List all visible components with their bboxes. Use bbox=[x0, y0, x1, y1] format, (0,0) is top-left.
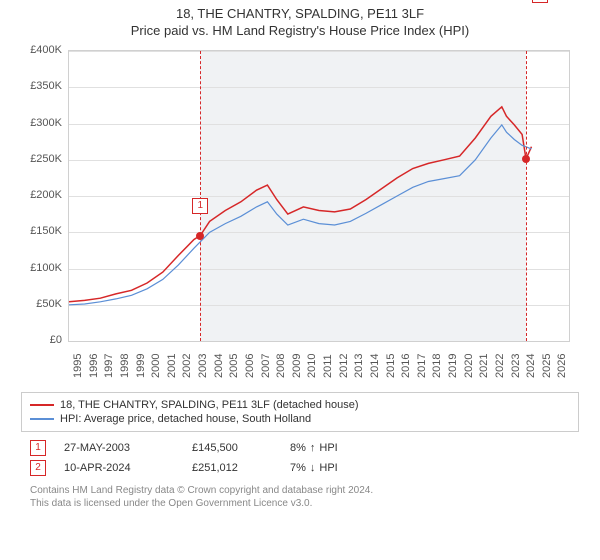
legend-swatch bbox=[30, 404, 54, 406]
diff-vs: HPI bbox=[319, 442, 337, 454]
x-tick-label: 2002 bbox=[181, 354, 193, 378]
sale-marker-dot bbox=[196, 232, 204, 240]
x-tick-label: 1997 bbox=[103, 354, 115, 378]
x-tick-label: 2024 bbox=[525, 354, 537, 378]
diff-pct: 7% bbox=[290, 462, 306, 474]
x-tick-label: 2003 bbox=[197, 354, 209, 378]
transaction-price: £251,012 bbox=[192, 462, 272, 474]
legend-swatch bbox=[30, 418, 54, 420]
plot-area: 12 bbox=[68, 50, 570, 342]
footer-line2: This data is licensed under the Open Gov… bbox=[30, 497, 570, 510]
y-tick-label: £200K bbox=[30, 189, 62, 201]
legend-item: 18, THE CHANTRY, SPALDING, PE11 3LF (det… bbox=[30, 399, 570, 411]
series-property bbox=[69, 107, 532, 302]
footer-line1: Contains HM Land Registry data © Crown c… bbox=[30, 484, 570, 497]
legend-label: 18, THE CHANTRY, SPALDING, PE11 3LF (det… bbox=[60, 399, 359, 411]
y-tick-label: £300K bbox=[30, 117, 62, 129]
transaction-row: 1 27-MAY-2003 £145,500 8% ↑ HPI bbox=[30, 440, 570, 456]
y-tick-label: £0 bbox=[50, 334, 62, 346]
x-tick-label: 2006 bbox=[244, 354, 256, 378]
x-tick-label: 2009 bbox=[291, 354, 303, 378]
transaction-date: 10-APR-2024 bbox=[64, 462, 174, 474]
y-tick-label: £50K bbox=[36, 298, 62, 310]
y-tick-label: £100K bbox=[30, 262, 62, 274]
x-tick-label: 2021 bbox=[478, 354, 490, 378]
x-tick-label: 2017 bbox=[416, 354, 428, 378]
diff-pct: 8% bbox=[290, 442, 306, 454]
sale-marker-dot bbox=[522, 155, 530, 163]
sale-date-line bbox=[200, 51, 201, 341]
x-tick-label: 2000 bbox=[150, 354, 162, 378]
x-tick-label: 1998 bbox=[119, 354, 131, 378]
diff-vs: HPI bbox=[319, 462, 337, 474]
x-tick-label: 2013 bbox=[353, 354, 365, 378]
y-tick-label: £250K bbox=[30, 153, 62, 165]
sale-date-line bbox=[526, 51, 527, 341]
x-tick-label: 2025 bbox=[541, 354, 553, 378]
x-tick-label: 1999 bbox=[135, 354, 147, 378]
transaction-date: 27-MAY-2003 bbox=[64, 442, 174, 454]
legend-label: HPI: Average price, detached house, Sout… bbox=[60, 413, 311, 425]
legend-item: HPI: Average price, detached house, Sout… bbox=[30, 413, 570, 425]
x-tick-label: 2005 bbox=[228, 354, 240, 378]
transaction-number: 1 bbox=[30, 440, 46, 456]
y-tick-label: £150K bbox=[30, 225, 62, 237]
legend: 18, THE CHANTRY, SPALDING, PE11 3LF (det… bbox=[21, 392, 579, 432]
transaction-diff: 8% ↑ HPI bbox=[290, 442, 338, 454]
attribution-footer: Contains HM Land Registry data © Crown c… bbox=[30, 484, 570, 510]
chart-titles: 18, THE CHANTRY, SPALDING, PE11 3LF Pric… bbox=[0, 0, 600, 38]
x-tick-label: 2016 bbox=[400, 354, 412, 378]
chart: £0 £50K £100K £150K £200K £250K £300K £350K £400… bbox=[20, 46, 580, 386]
arrow-icon: ↑ bbox=[310, 442, 316, 454]
x-tick-label: 2001 bbox=[166, 354, 178, 378]
x-tick-label: 2007 bbox=[260, 354, 272, 378]
x-tick-label: 2011 bbox=[322, 354, 334, 378]
x-tick-label: 2020 bbox=[463, 354, 475, 378]
x-tick-label: 1996 bbox=[88, 354, 100, 378]
transactions-table: 1 27-MAY-2003 £145,500 8% ↑ HPI 2 10-APR-2024… bbox=[30, 440, 570, 476]
transaction-row: 2 10-APR-2024 £251,012 7% ↓ HPI bbox=[30, 460, 570, 476]
x-tick-label: 2004 bbox=[213, 354, 225, 378]
title-line2: Price paid vs. HM Land Registry's House … bbox=[0, 23, 600, 38]
arrow-icon: ↓ bbox=[310, 462, 316, 474]
x-tick-label: 2018 bbox=[431, 354, 443, 378]
y-tick-label: £400K bbox=[30, 44, 62, 56]
transaction-number: 2 bbox=[30, 460, 46, 476]
sale-marker-label: 2 bbox=[532, 0, 548, 3]
title-line1: 18, THE CHANTRY, SPALDING, PE11 3LF bbox=[0, 6, 600, 21]
line-layer bbox=[69, 51, 569, 341]
sale-marker-label: 1 bbox=[192, 198, 208, 214]
x-tick-label: 2010 bbox=[306, 354, 318, 378]
x-tick-label: 2022 bbox=[494, 354, 506, 378]
x-tick-label: 1995 bbox=[72, 354, 84, 378]
transaction-price: £145,500 bbox=[192, 442, 272, 454]
x-tick-label: 2008 bbox=[275, 354, 287, 378]
series-hpi bbox=[69, 125, 532, 305]
transaction-diff: 7% ↓ HPI bbox=[290, 462, 338, 474]
x-tick-label: 2019 bbox=[447, 354, 459, 378]
x-axis-labels: 1995199619971998199920002001200220032004… bbox=[68, 344, 568, 384]
y-axis-labels: £0£50K£100K£150K£200K£250K£300K£350K£400… bbox=[20, 50, 64, 340]
y-tick-label: £350K bbox=[30, 80, 62, 92]
x-tick-label: 2014 bbox=[369, 354, 381, 378]
x-tick-label: 2015 bbox=[385, 354, 397, 378]
x-tick-label: 2026 bbox=[556, 354, 568, 378]
x-tick-label: 2023 bbox=[510, 354, 522, 378]
x-tick-label: 2012 bbox=[338, 354, 350, 378]
